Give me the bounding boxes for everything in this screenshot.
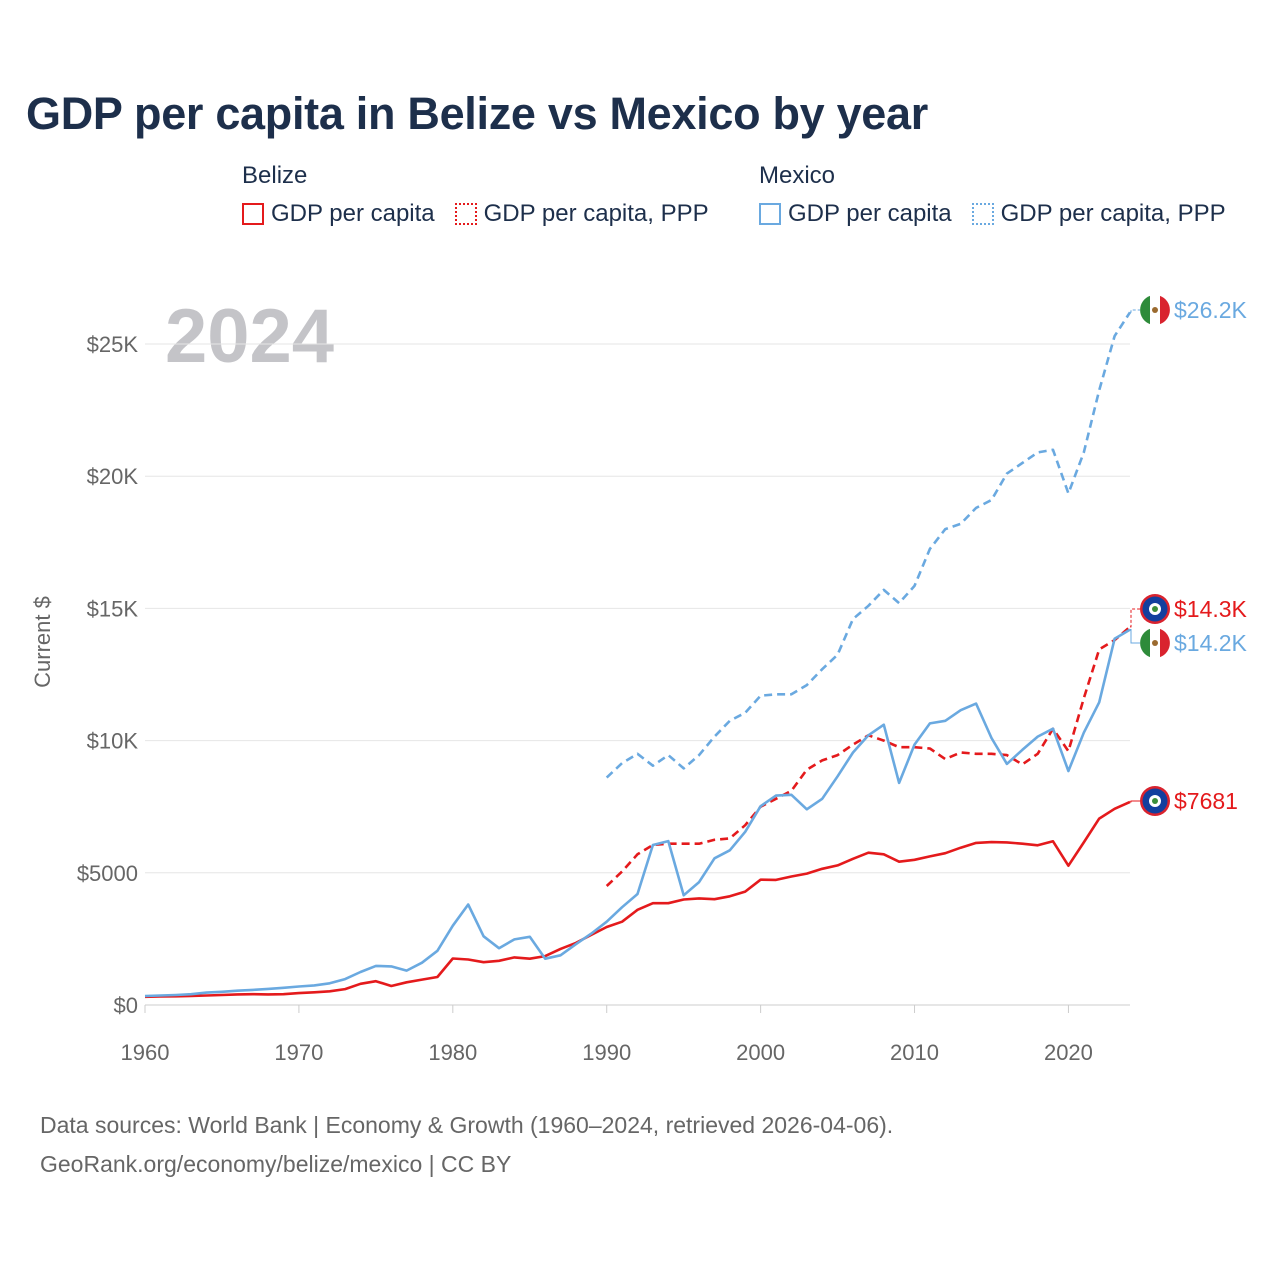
end-labels: $7681 $14.3K $14.2K $26.2K bbox=[1130, 295, 1248, 816]
legend-swatch-dotted-blue bbox=[971, 203, 994, 225]
flag-emblem bbox=[1152, 640, 1158, 646]
legend-swatch-solid-red bbox=[242, 203, 264, 225]
legend-label: GDP per capita, PPP bbox=[1000, 200, 1226, 227]
y-tick-label: $10K bbox=[87, 729, 139, 754]
y-tick-label: $0 bbox=[114, 993, 138, 1018]
legend-item-mexico-gdp[interactable]: GDP per capita bbox=[759, 200, 952, 228]
x-tick-label: 2000 bbox=[736, 1040, 785, 1065]
legend-group-name: Belize bbox=[242, 162, 308, 189]
legend-group-belize: Belize GDP per capita GDP per capita, PP… bbox=[242, 162, 729, 228]
footer-sources: Data sources: World Bank | Economy & Gro… bbox=[40, 1112, 894, 1138]
series-line bbox=[605, 625, 1131, 887]
y-tick-label: $5000 bbox=[77, 861, 138, 886]
end-value-label: $26.2K bbox=[1174, 297, 1248, 323]
y-axis-label: Current $ bbox=[30, 596, 55, 688]
x-tick-label: 1970 bbox=[274, 1040, 323, 1065]
end-value-label: $14.3K bbox=[1174, 596, 1248, 622]
flag-emblem bbox=[1152, 798, 1158, 804]
flag-emblem bbox=[1152, 307, 1158, 313]
footer-link[interactable]: GeoRank.org/economy/belize/mexico | CC B… bbox=[40, 1151, 512, 1177]
legend-item-belize-gdp-ppp[interactable]: GDP per capita, PPP bbox=[454, 200, 709, 228]
series-line bbox=[144, 628, 1131, 998]
y-axis: $0 $5000 $10K $15K $20K $25K bbox=[77, 332, 139, 1018]
leader-line bbox=[1130, 608, 1140, 628]
leader-line bbox=[1130, 309, 1140, 313]
leader-line bbox=[1130, 800, 1140, 803]
legend-swatch-solid-blue bbox=[759, 203, 781, 225]
legend-item-mexico-gdp-ppp[interactable]: GDP per capita, PPP bbox=[971, 200, 1226, 228]
x-tick-label: 1960 bbox=[121, 1040, 170, 1065]
flag-green bbox=[1140, 295, 1150, 325]
y-tick-label: $20K bbox=[87, 464, 139, 489]
series-line bbox=[605, 311, 1132, 779]
mexico-flag-icon bbox=[1140, 628, 1170, 658]
x-tick-label: 2010 bbox=[890, 1040, 939, 1065]
belize-flag-icon bbox=[1140, 786, 1170, 816]
legend-item-belize-gdp[interactable]: GDP per capita bbox=[242, 200, 435, 228]
line-chart: 2024 $0 $5000 $10K $15K $20K $25K 1960 1970 198… bbox=[30, 294, 1248, 1065]
end-value-label: $7681 bbox=[1174, 788, 1238, 814]
y-tick-label: $25K bbox=[87, 332, 139, 357]
footer: Data sources: World Bank | Economy & Gro… bbox=[40, 1106, 893, 1184]
end-value-label: $14.2K bbox=[1174, 630, 1248, 656]
x-tick-label: 1990 bbox=[582, 1040, 631, 1065]
x-tick-label: 2020 bbox=[1044, 1040, 1093, 1065]
flag-red bbox=[1160, 628, 1170, 658]
flag-emblem bbox=[1152, 606, 1158, 612]
x-axis: 1960 1970 1980 1990 2000 2010 2020 bbox=[121, 1005, 1093, 1065]
legend-label: GDP per capita bbox=[788, 200, 952, 227]
y-tick-label: $15K bbox=[87, 596, 139, 621]
mexico-flag-icon bbox=[1140, 295, 1170, 325]
year-label: 2024 bbox=[165, 294, 334, 379]
legend-label: GDP per capita, PPP bbox=[483, 200, 709, 227]
belize-flag-icon bbox=[1140, 594, 1170, 624]
legend-group-mexico: Mexico GDP per capita GDP per capita, PP… bbox=[759, 162, 1246, 228]
legend-group-name: Mexico bbox=[759, 162, 836, 189]
flag-red bbox=[1160, 295, 1170, 325]
chart-title: GDP per capita in Belize vs Mexico by ye… bbox=[26, 88, 928, 139]
series-line bbox=[144, 800, 1131, 999]
series-lines bbox=[144, 311, 1132, 999]
flag-green bbox=[1140, 628, 1150, 658]
legend-swatch-dotted-red bbox=[454, 203, 477, 225]
grid bbox=[145, 343, 1130, 874]
x-tick-label: 1980 bbox=[428, 1040, 477, 1065]
leader-line bbox=[1130, 629, 1140, 644]
legend-label: GDP per capita bbox=[271, 200, 435, 227]
